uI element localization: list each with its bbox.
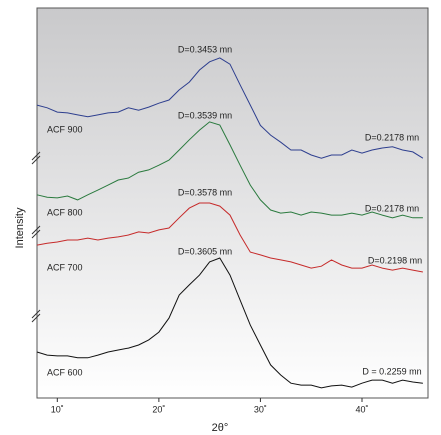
series-label: ACF 700 (47, 262, 83, 272)
series-line (36, 57, 424, 159)
series-line (36, 257, 423, 389)
series-line (36, 202, 423, 273)
series-label: ACF 800 (47, 207, 83, 217)
annotation: D=0.3539 mn (178, 110, 232, 120)
x-tick-label: 40˚ (355, 404, 368, 414)
x-tick-label: 30˚ (254, 404, 267, 414)
plot-area (36, 7, 429, 399)
annotation: D=0.3578 mn (178, 187, 232, 197)
axis-breaks (31, 151, 41, 323)
series-label: ACF 900 (47, 124, 83, 134)
series-line (36, 121, 423, 219)
annotation: D = 0.2259 mn (362, 366, 421, 376)
annotation: D=0.2178 mn (365, 132, 419, 142)
annotation: D=0.3605 mn (178, 246, 232, 256)
x-tick-label: 20˚ (152, 404, 165, 414)
annotation: D=0.3453 mn (178, 44, 232, 54)
annotation: D=0.2178 mn (365, 203, 419, 213)
annotation: D=0.2198 mn (368, 255, 422, 265)
x-axis-label: 2θ° (212, 422, 229, 434)
y-axis-label: Intensity (14, 207, 26, 248)
x-tick-label: 10˚ (51, 404, 64, 414)
series-label: ACF 600 (47, 367, 83, 377)
